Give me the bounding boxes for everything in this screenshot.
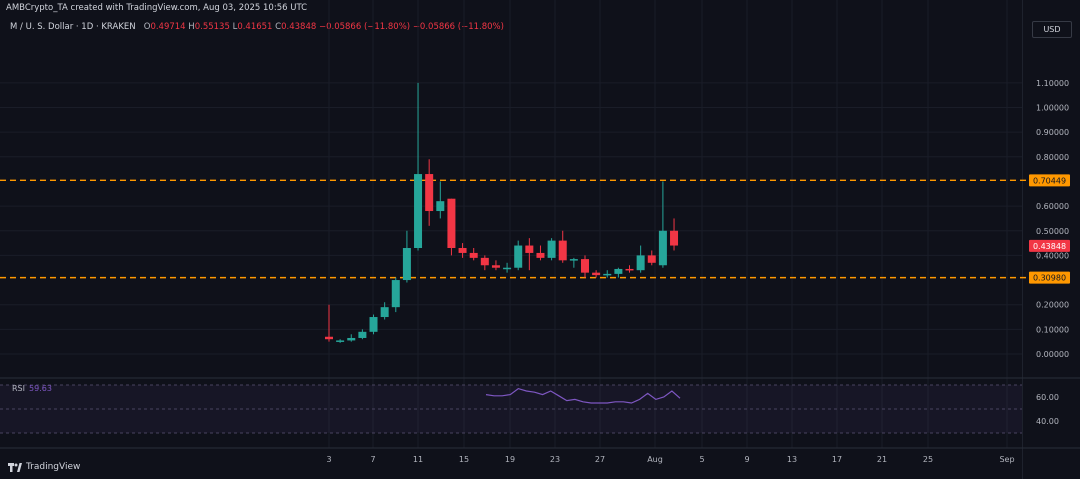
- rsi-label: RSI: [12, 384, 25, 393]
- rsi-tick-label: 40.00: [1036, 417, 1059, 426]
- low-label: L: [232, 22, 238, 32]
- x-tick-label: 11: [413, 455, 423, 464]
- y-tick-label: 1.00000: [1036, 104, 1069, 113]
- candle-body: [336, 340, 345, 342]
- candle-body: [525, 245, 534, 253]
- candle-body: [391, 280, 400, 308]
- x-tick-label: 25: [923, 455, 933, 464]
- x-tick-label: 17: [832, 455, 842, 464]
- x-tick-label: 15: [459, 455, 469, 464]
- x-tick-label: 19: [505, 455, 515, 464]
- candle-body: [547, 240, 556, 258]
- close-label: C: [275, 22, 282, 32]
- candle-body: [647, 255, 656, 263]
- close-value: 0.43848: [281, 22, 317, 32]
- rsi-legend: RSI 59.63: [12, 384, 52, 393]
- candle-body: [380, 307, 389, 318]
- change-value-2: −0.05866 (−11.80%): [412, 22, 504, 32]
- rsi-value: 59.63: [29, 384, 52, 393]
- candle-body: [402, 248, 411, 281]
- candle-body: [670, 230, 679, 246]
- y-tick-label: 0.60000: [1036, 202, 1069, 211]
- candle-body: [458, 248, 467, 253]
- candle-body: [358, 331, 367, 338]
- x-tick-label: 5: [699, 455, 704, 464]
- rsi-line: [485, 387, 681, 404]
- tradingview-logo[interactable]: TradingView: [8, 462, 80, 472]
- price-axis-separator: [1022, 0, 1023, 479]
- x-tick-label: 3: [326, 455, 331, 464]
- candle-body: [569, 259, 578, 261]
- candle-body: [614, 268, 623, 274]
- open-value: 0.49714: [150, 22, 186, 32]
- symbol-label: M / U. S. Dollar · 1D · KRAKEN: [10, 22, 136, 32]
- y-tick-label: 0.90000: [1036, 128, 1069, 137]
- x-tick-label: 9: [744, 455, 749, 464]
- candle-body: [414, 174, 423, 249]
- x-tick-label: Sep: [999, 455, 1014, 464]
- candle-body: [480, 257, 489, 266]
- y-tick-label: 0.00000: [1036, 350, 1069, 359]
- x-tick-label: 21: [877, 455, 887, 464]
- last-price-tag: [1029, 239, 1070, 252]
- candle-body: [580, 259, 589, 273]
- y-tick-label: 0.20000: [1036, 301, 1069, 310]
- x-tick-label: 7: [370, 455, 375, 464]
- candle-body: [603, 273, 612, 276]
- y-tick-label: 1.10000: [1036, 79, 1069, 88]
- candle-body: [447, 198, 456, 249]
- x-tick-label: 13: [787, 455, 797, 464]
- x-tick-label: 23: [550, 455, 560, 464]
- last-price-label: 0.43848: [1033, 242, 1066, 251]
- candle-body: [369, 317, 378, 332]
- candle-body: [636, 255, 645, 271]
- x-tick-label: 27: [595, 455, 605, 464]
- candle-body: [558, 240, 567, 261]
- candle-body: [625, 268, 634, 271]
- candle-body: [491, 265, 500, 268]
- y-tick-label: 0.40000: [1036, 251, 1069, 260]
- ohlc-legend: M / U. S. Dollar · 1D · KRAKEN O0.49714 …: [10, 22, 504, 32]
- level-price-label: 0.70449: [1033, 176, 1066, 185]
- change-value: −0.05866 (−11.80%): [318, 22, 411, 32]
- candle-body: [658, 230, 667, 266]
- y-tick-label: 0.50000: [1036, 227, 1069, 236]
- candle-body: [347, 337, 356, 341]
- candle-body: [592, 272, 601, 276]
- candle-body: [469, 252, 478, 258]
- candle-body: [436, 201, 445, 212]
- candle-body: [425, 174, 434, 212]
- level-price-tag: [1029, 174, 1070, 187]
- level-price-label: 0.30980: [1033, 274, 1066, 283]
- candle-body: [514, 245, 523, 268]
- currency-button[interactable]: USD: [1032, 21, 1072, 38]
- tradingview-icon: [8, 462, 22, 472]
- x-tick-label: Aug: [647, 455, 663, 464]
- tradingview-label: TradingView: [26, 462, 81, 472]
- level-price-tag: [1029, 271, 1070, 284]
- candle-body: [536, 252, 545, 258]
- low-value: 0.41651: [237, 22, 273, 32]
- rsi-tick-label: 60.00: [1036, 393, 1059, 402]
- high-label: H: [188, 22, 195, 32]
- credit-text: AMBCrypto_TA created with TradingView.co…: [6, 3, 308, 13]
- candle-body: [325, 336, 333, 340]
- candle-body: [503, 267, 512, 270]
- high-value: 0.55135: [194, 22, 230, 32]
- open-label: O: [143, 22, 151, 32]
- y-tick-label: 0.80000: [1036, 153, 1069, 162]
- y-tick-label: 0.10000: [1036, 325, 1069, 334]
